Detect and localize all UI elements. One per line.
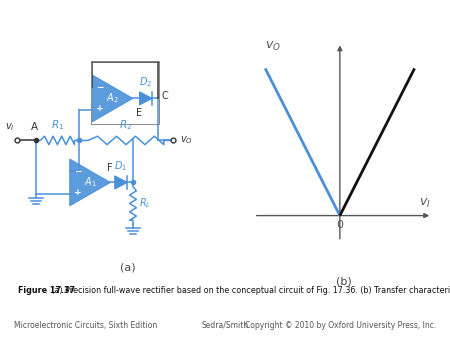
Text: Copyright © 2010 by Oxford University Press, Inc.: Copyright © 2010 by Oxford University Pr…: [245, 320, 436, 330]
Text: $v_O$: $v_O$: [180, 135, 192, 146]
Text: (a) Precision full-wave rectifier based on the conceptual circuit of Fig. 17.36.: (a) Precision full-wave rectifier based …: [50, 286, 450, 295]
Text: +: +: [74, 189, 81, 197]
Text: +: +: [96, 104, 104, 113]
Polygon shape: [140, 92, 152, 105]
Text: Microelectronic Circuits, Sixth Edition: Microelectronic Circuits, Sixth Edition: [14, 320, 157, 330]
Text: $R_2$: $R_2$: [119, 118, 133, 131]
Text: C: C: [161, 91, 168, 101]
Text: $A_2$: $A_2$: [106, 92, 119, 105]
Text: (a): (a): [121, 262, 136, 272]
Text: A: A: [32, 122, 38, 131]
Text: $v_O$: $v_O$: [265, 40, 281, 53]
Text: −: −: [74, 167, 81, 176]
Polygon shape: [92, 75, 133, 122]
Text: $R_L$: $R_L$: [140, 197, 151, 210]
Text: Sedra/Smith: Sedra/Smith: [202, 320, 248, 330]
Text: $v_I$: $v_I$: [419, 196, 431, 210]
Text: Figure 17.37: Figure 17.37: [18, 286, 75, 295]
Text: $v_I$: $v_I$: [5, 121, 15, 133]
Text: (b): (b): [337, 276, 352, 287]
Text: F: F: [108, 163, 113, 173]
Text: $R_1$: $R_1$: [51, 118, 64, 131]
Text: −: −: [96, 83, 104, 92]
Text: 0: 0: [336, 220, 343, 230]
Text: $A_1$: $A_1$: [84, 175, 96, 189]
Polygon shape: [115, 176, 127, 189]
Text: $D_2$: $D_2$: [139, 75, 153, 89]
Polygon shape: [70, 159, 110, 206]
Text: E: E: [136, 108, 142, 118]
Text: $D_1$: $D_1$: [114, 159, 128, 173]
